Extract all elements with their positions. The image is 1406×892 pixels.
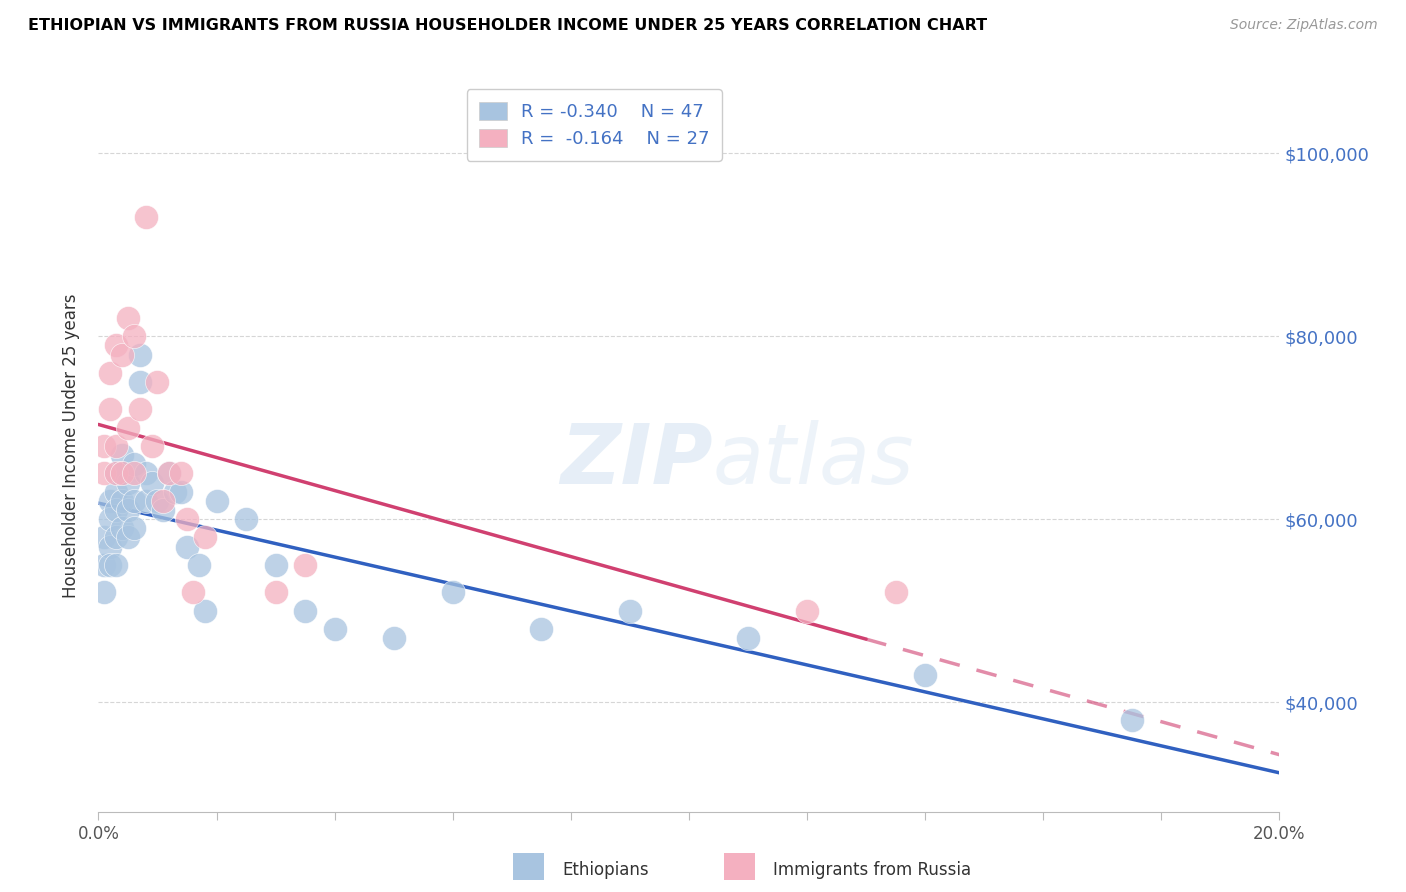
Point (1121, 714, 1143, 728)
Point (194, 530, 217, 544)
Point (98, 493, 121, 508)
Point (105, 467, 128, 481)
Point (141, 475, 163, 490)
Point (530, 622, 553, 636)
Point (122, 457, 145, 471)
Point (619, 603, 641, 617)
Text: Immigrants from Russia: Immigrants from Russia (773, 861, 972, 879)
Point (93, 439, 115, 453)
Text: ZIP: ZIP (560, 420, 713, 501)
Point (382, 631, 405, 645)
Point (135, 211, 157, 225)
Point (165, 484, 187, 499)
Point (128, 347, 150, 362)
Point (105, 439, 128, 453)
Point (128, 375, 150, 389)
Point (205, 493, 228, 508)
Point (105, 530, 128, 544)
Text: Source: ZipAtlas.com: Source: ZipAtlas.com (1230, 18, 1378, 32)
Point (111, 521, 134, 535)
Point (117, 530, 139, 544)
Point (176, 540, 198, 554)
Y-axis label: Householder Income Under 25 years: Householder Income Under 25 years (62, 293, 80, 599)
Point (105, 484, 128, 499)
Point (146, 493, 169, 508)
Point (170, 484, 193, 499)
Point (93, 558, 115, 572)
Point (98, 366, 121, 380)
Text: Ethiopians: Ethiopians (562, 861, 650, 879)
Point (128, 402, 150, 417)
Point (93, 467, 115, 481)
Point (146, 375, 169, 389)
Point (117, 420, 139, 434)
Point (157, 467, 180, 481)
Point (181, 585, 204, 599)
Point (737, 631, 759, 645)
Point (441, 585, 464, 599)
Point (117, 310, 139, 325)
Point (111, 467, 134, 481)
Point (105, 467, 128, 481)
Text: ETHIOPIAN VS IMMIGRANTS FROM RUSSIA HOUSEHOLDER INCOME UNDER 25 YEARS CORRELATIO: ETHIOPIAN VS IMMIGRANTS FROM RUSSIA HOUS… (28, 18, 987, 33)
Point (122, 329, 145, 343)
Point (117, 503, 139, 517)
Point (93, 530, 115, 544)
Point (122, 521, 145, 535)
Point (796, 603, 818, 617)
Point (176, 512, 198, 526)
Point (117, 475, 139, 490)
Point (105, 558, 128, 572)
Point (98, 512, 121, 526)
Point (152, 493, 174, 508)
Point (323, 622, 346, 636)
Point (152, 503, 174, 517)
Point (135, 467, 157, 481)
Point (884, 585, 907, 599)
Point (187, 558, 209, 572)
Point (264, 558, 287, 572)
Point (111, 493, 134, 508)
Point (914, 667, 936, 681)
Point (157, 467, 180, 481)
Point (135, 493, 157, 508)
Point (111, 467, 134, 481)
Point (122, 467, 145, 481)
Point (93, 585, 115, 599)
Point (122, 493, 145, 508)
Point (98, 558, 121, 572)
Point (294, 603, 316, 617)
Point (170, 467, 193, 481)
Text: atlas: atlas (713, 420, 914, 501)
Legend: R = -0.340    N = 47, R =  -0.164    N = 27: R = -0.340 N = 47, R = -0.164 N = 27 (467, 89, 723, 161)
Point (141, 439, 163, 453)
Point (98, 540, 121, 554)
Point (105, 503, 128, 517)
Point (264, 585, 287, 599)
Point (194, 603, 217, 617)
Point (111, 448, 134, 462)
Point (105, 338, 128, 352)
Point (235, 512, 257, 526)
Point (111, 347, 134, 362)
Point (98, 402, 121, 417)
Point (294, 558, 316, 572)
